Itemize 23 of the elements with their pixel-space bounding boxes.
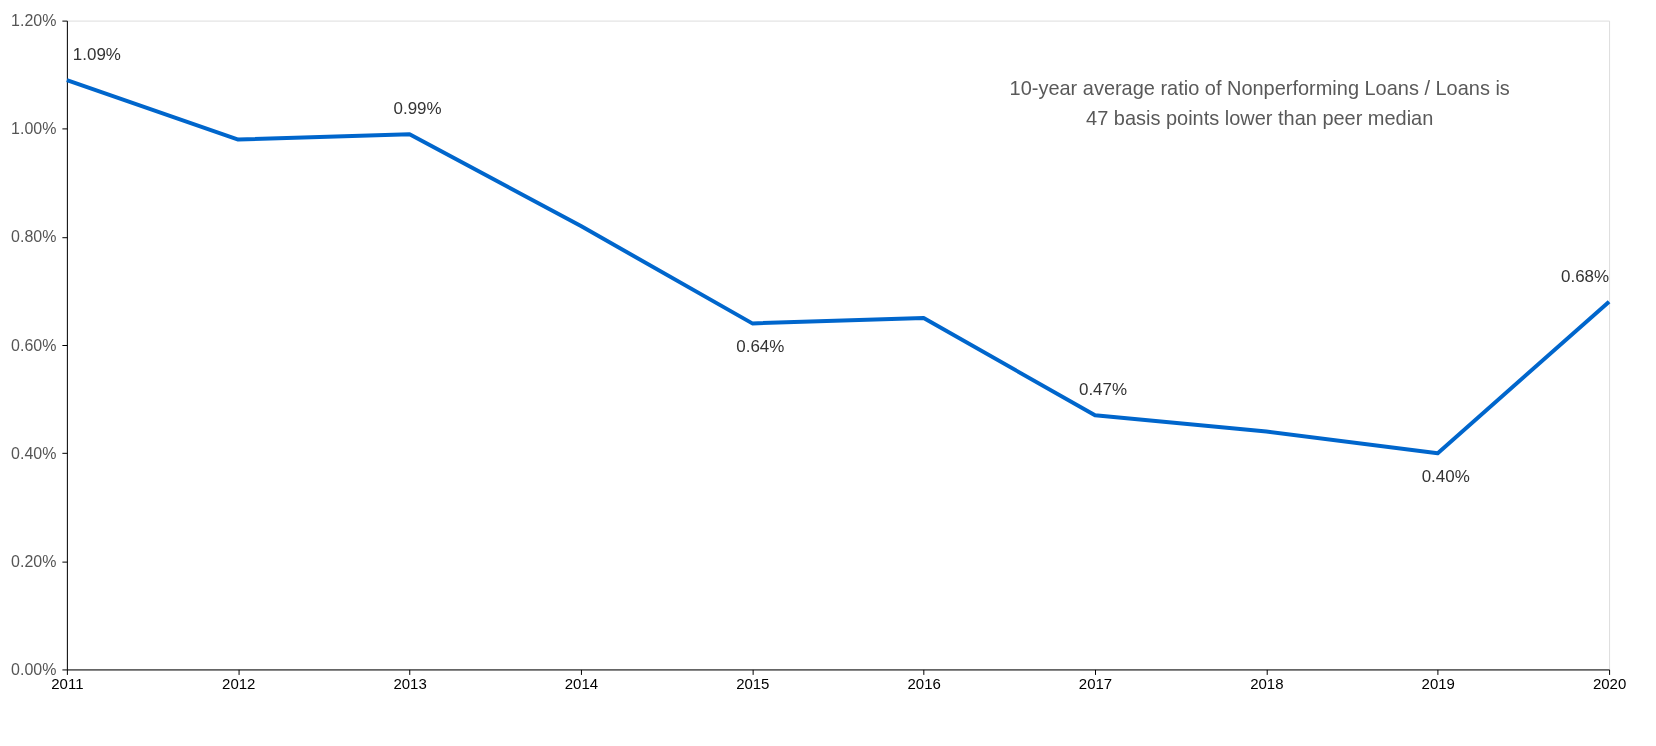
line-series [64,78,1612,456]
y-tick-label: 0.40% [11,444,57,462]
y-tick-label: 1.20% [11,12,57,30]
y-tick-label: 0.20% [11,552,57,570]
x-tick-label: 2014 [564,674,599,692]
data-label: 0.47% [1078,380,1128,400]
x-tick-label: 2019 [1421,674,1455,692]
data-label: 0.68% [1561,266,1610,286]
y-tick-label: 1.00% [11,120,57,138]
x-tick-label: 2016 [907,674,941,692]
data-label: 0.99% [393,99,442,119]
x-tick-label: 2020 [1592,674,1627,692]
x-tick-label: 2015 [736,674,770,692]
x-tick-label: 2013 [393,674,427,692]
x-tick-label: 2018 [1250,674,1284,692]
y-tick-label: 0.80% [11,228,57,246]
y-tick-label: 0.60% [11,336,57,354]
x-tick-label: 2017 [1078,674,1113,692]
data-label: 1.09% [72,45,121,65]
data-label: 0.40% [1421,467,1470,487]
annotation: 10-year average ratio of Nonperforming Loans / Loans is 47 basis points lower than peer median [1009,77,1510,130]
x-tick-label: 2012 [222,674,256,692]
data-label: 0.64% [736,337,785,357]
